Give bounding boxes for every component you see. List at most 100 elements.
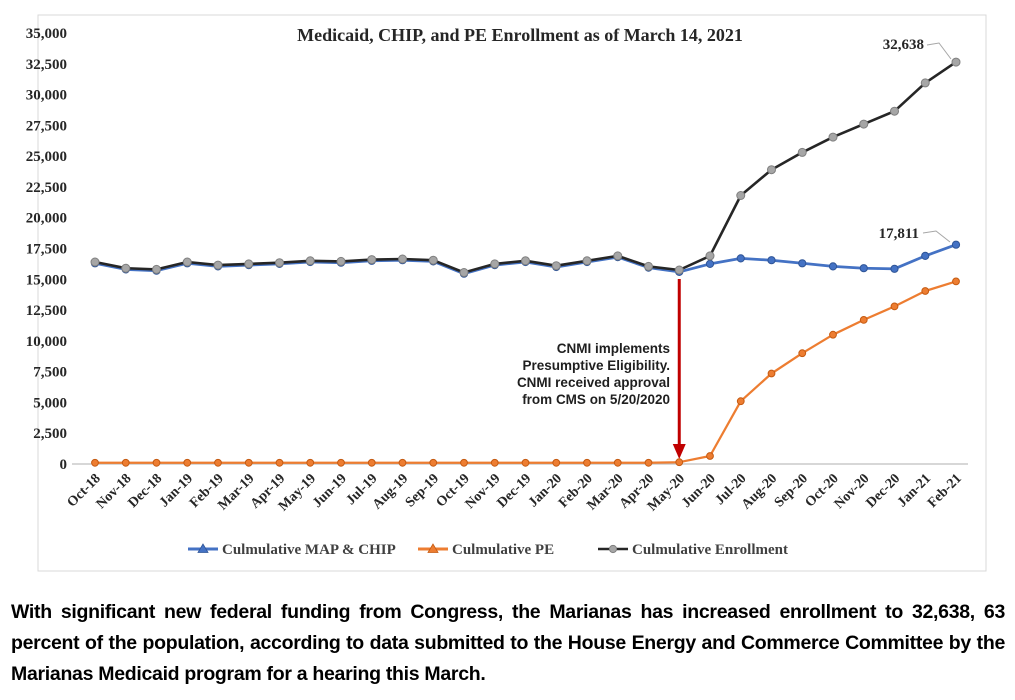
y-axis-tick-label: 35,000 bbox=[26, 26, 67, 42]
enrollment-marker bbox=[244, 259, 254, 269]
enrollment-marker bbox=[859, 119, 869, 129]
enrollment-marker bbox=[428, 255, 438, 265]
legend-marker-pe bbox=[427, 543, 439, 553]
enrollment-marker bbox=[613, 251, 623, 261]
map-chip-marker bbox=[828, 262, 838, 271]
pe-marker bbox=[952, 277, 960, 286]
chart-container: Medicaid, CHIP, and PE Enrollment as of … bbox=[26, 14, 987, 572]
annotation-line: CNMI received approval bbox=[517, 375, 670, 390]
enrollment-marker bbox=[828, 132, 838, 142]
y-axis-tick-label: 27,500 bbox=[26, 118, 67, 134]
y-axis-tick-label: 10,000 bbox=[26, 334, 67, 350]
map-chip-marker bbox=[705, 259, 715, 268]
pe-marker bbox=[583, 458, 591, 467]
enrollment-marker bbox=[920, 78, 930, 88]
legend-label: Culmulative PE bbox=[452, 542, 554, 558]
enrollment-marker bbox=[398, 254, 407, 264]
map-chip-label-leader bbox=[922, 230, 951, 243]
pe-marker bbox=[398, 458, 407, 467]
enrollment-chart: Medicaid, CHIP, and PE Enrollment as of … bbox=[26, 14, 987, 572]
enrollment-marker bbox=[767, 165, 776, 175]
map-chip-marker bbox=[951, 240, 961, 249]
annotation-arrow-head bbox=[672, 444, 686, 459]
pe-marker bbox=[244, 458, 253, 467]
enrollment-marker bbox=[490, 259, 500, 269]
enrollment-marker bbox=[121, 263, 131, 273]
pe-marker bbox=[91, 458, 99, 467]
legend-marker-map-chip bbox=[197, 543, 209, 553]
enrollment-marker bbox=[367, 255, 377, 265]
y-axis-tick-label: 5,000 bbox=[33, 395, 67, 411]
enrollment-marker bbox=[674, 265, 684, 275]
enrollment-marker bbox=[644, 261, 653, 271]
enrollment-marker bbox=[213, 260, 223, 270]
pe-marker bbox=[521, 458, 530, 467]
enrollment-marker bbox=[152, 264, 161, 274]
enrollment-marker bbox=[797, 147, 807, 157]
y-axis-tick-label: 15,000 bbox=[26, 272, 67, 288]
enrollment-marker bbox=[705, 251, 715, 261]
y-axis-tick-label: 30,000 bbox=[26, 88, 67, 104]
pe-marker bbox=[921, 287, 930, 295]
enrollment-marker bbox=[582, 256, 592, 266]
pe-marker bbox=[798, 349, 807, 358]
enrollment-marker bbox=[521, 256, 530, 266]
pe-marker bbox=[613, 458, 622, 467]
pe-marker bbox=[275, 458, 284, 467]
y-axis-tick-label: 25,000 bbox=[26, 149, 67, 165]
map-chip-marker bbox=[798, 259, 807, 268]
enrollment-marker bbox=[90, 257, 100, 267]
map-chip-marker bbox=[767, 256, 776, 265]
y-axis-tick-label: 7,500 bbox=[33, 365, 67, 381]
legend-marker-enrollment bbox=[608, 544, 618, 554]
enrollment-marker bbox=[736, 191, 746, 200]
map-chip-final-label: 17,811 bbox=[879, 226, 919, 242]
pe-marker bbox=[706, 452, 714, 460]
y-axis-tick-label: 17,500 bbox=[26, 242, 67, 258]
annotation-line: from CMS on 5/20/2020 bbox=[522, 392, 670, 407]
pe-marker bbox=[367, 458, 376, 467]
enrollment-label-leader bbox=[926, 42, 952, 60]
pe-marker bbox=[152, 458, 161, 467]
y-axis-tick-label: 32,500 bbox=[26, 57, 67, 73]
pe-marker bbox=[675, 458, 684, 467]
annotation-line: Presumptive Eligibility. bbox=[522, 358, 670, 373]
enrollment-marker bbox=[305, 256, 315, 266]
y-axis-tick-label: 22,500 bbox=[26, 180, 67, 196]
enrollment-marker bbox=[551, 261, 561, 271]
map-chip-marker bbox=[890, 264, 899, 273]
pe-marker bbox=[829, 330, 837, 339]
enrollment-final-label: 32,638 bbox=[883, 37, 924, 53]
y-axis-tick-label: 0 bbox=[60, 457, 68, 473]
pe-marker bbox=[736, 397, 745, 406]
y-axis-tick-label: 12,500 bbox=[26, 303, 67, 319]
chart-frame bbox=[37, 14, 987, 572]
enrollment-marker bbox=[182, 257, 192, 267]
map-chip-marker bbox=[921, 251, 930, 260]
pe-marker bbox=[552, 458, 561, 467]
pe-marker bbox=[183, 458, 192, 467]
enrollment-marker bbox=[951, 57, 961, 67]
enrollment-marker bbox=[459, 268, 469, 277]
legend-label: Culmulative Enrollment bbox=[632, 542, 788, 558]
legend-label: Culmulative MAP & CHIP bbox=[222, 542, 396, 558]
map-chip-marker bbox=[859, 264, 868, 273]
pe-marker bbox=[460, 458, 468, 467]
pe-marker bbox=[214, 458, 222, 467]
pe-marker bbox=[767, 369, 776, 378]
y-axis-tick-label: 20,000 bbox=[26, 211, 67, 227]
enrollment-marker bbox=[275, 258, 284, 268]
pe-marker bbox=[490, 458, 499, 467]
pe-marker bbox=[644, 458, 653, 467]
pe-marker bbox=[859, 316, 868, 324]
caption-text: With significant new federal funding fro… bbox=[11, 601, 1005, 685]
pe-marker bbox=[890, 302, 899, 311]
map-chip-marker bbox=[736, 254, 745, 263]
enrollment-marker bbox=[336, 256, 346, 266]
pe-marker bbox=[121, 458, 130, 467]
pe-marker bbox=[306, 458, 315, 467]
enrollment-marker bbox=[890, 106, 899, 116]
pe-marker bbox=[337, 458, 345, 467]
chart-title: Medicaid, CHIP, and PE Enrollment as of … bbox=[297, 25, 743, 45]
y-axis-tick-label: 2,500 bbox=[33, 426, 67, 442]
